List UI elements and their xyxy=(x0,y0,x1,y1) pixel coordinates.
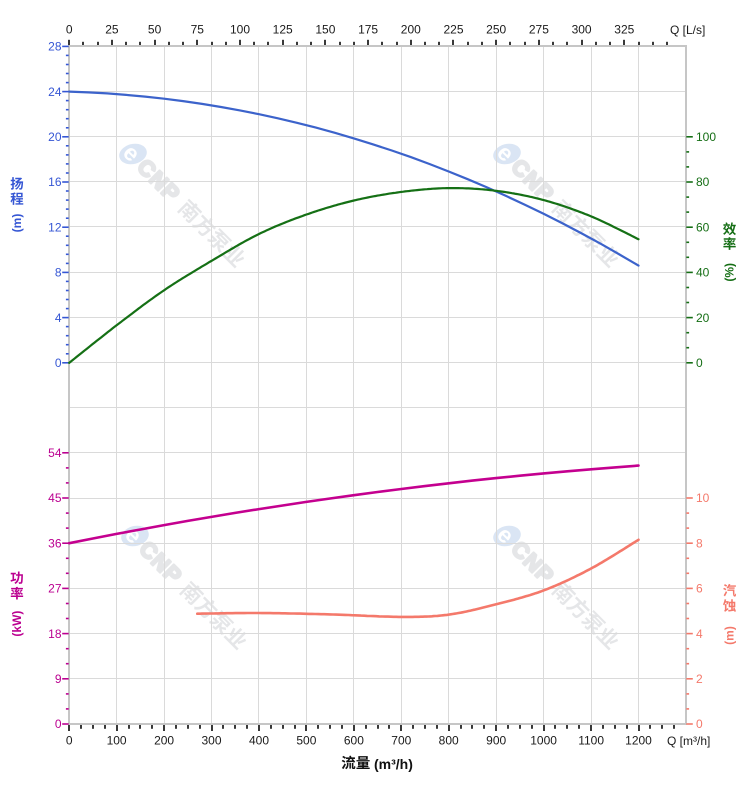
svg-text:50: 50 xyxy=(148,23,162,37)
svg-text:(m): (m) xyxy=(10,214,24,233)
svg-text:(m³/h): (m³/h) xyxy=(374,756,413,772)
svg-text:1000: 1000 xyxy=(530,734,557,748)
svg-text:225: 225 xyxy=(443,23,463,37)
svg-text:20: 20 xyxy=(48,130,62,144)
svg-text:25: 25 xyxy=(105,23,119,37)
svg-text:80: 80 xyxy=(696,175,710,189)
svg-text:400: 400 xyxy=(249,734,269,748)
svg-text:0: 0 xyxy=(66,23,73,37)
svg-text:(m): (m) xyxy=(723,626,737,645)
svg-text:200: 200 xyxy=(401,23,421,37)
svg-text:275: 275 xyxy=(529,23,549,37)
svg-text:500: 500 xyxy=(296,734,316,748)
svg-text:(kW): (kW) xyxy=(10,611,24,637)
svg-text:0: 0 xyxy=(696,717,703,731)
svg-text:125: 125 xyxy=(273,23,293,37)
svg-text:27: 27 xyxy=(48,582,62,596)
svg-text:4: 4 xyxy=(55,311,62,325)
svg-text:0: 0 xyxy=(696,356,703,370)
svg-text:75: 75 xyxy=(191,23,205,37)
svg-text:900: 900 xyxy=(486,734,506,748)
svg-text:700: 700 xyxy=(391,734,411,748)
svg-text:2: 2 xyxy=(696,672,703,686)
svg-text:1100: 1100 xyxy=(578,734,604,748)
svg-text:200: 200 xyxy=(154,734,174,748)
svg-text:100: 100 xyxy=(107,734,127,748)
svg-text:45: 45 xyxy=(48,491,62,505)
svg-text:250: 250 xyxy=(486,23,506,37)
svg-text:16: 16 xyxy=(48,175,62,189)
svg-text:175: 175 xyxy=(358,23,378,37)
svg-text:8: 8 xyxy=(55,266,62,280)
svg-text:4: 4 xyxy=(696,627,703,641)
svg-text:12: 12 xyxy=(48,220,62,234)
svg-text:800: 800 xyxy=(439,734,459,748)
svg-text:8: 8 xyxy=(696,536,703,550)
svg-text:0: 0 xyxy=(66,734,73,748)
svg-text:10: 10 xyxy=(696,491,710,505)
svg-text:0: 0 xyxy=(55,717,62,731)
svg-text:20: 20 xyxy=(696,311,710,325)
svg-text:60: 60 xyxy=(696,220,710,234)
svg-text:300: 300 xyxy=(201,734,221,748)
svg-text:6: 6 xyxy=(696,582,703,596)
svg-text:54: 54 xyxy=(48,446,62,460)
svg-text:(%): (%) xyxy=(723,263,737,282)
svg-text:Q [m³/h]: Q [m³/h] xyxy=(667,734,710,748)
svg-text:1200: 1200 xyxy=(625,734,652,748)
svg-text:0: 0 xyxy=(55,356,62,370)
svg-text:28: 28 xyxy=(48,40,62,54)
svg-text:150: 150 xyxy=(315,23,335,37)
svg-text:100: 100 xyxy=(696,130,716,144)
svg-text:325: 325 xyxy=(614,23,634,37)
svg-text:Q [L/s]: Q [L/s] xyxy=(670,23,705,37)
svg-text:300: 300 xyxy=(572,23,592,37)
svg-text:24: 24 xyxy=(48,85,62,99)
svg-text:36: 36 xyxy=(48,536,62,550)
svg-text:9: 9 xyxy=(55,672,62,686)
svg-text:600: 600 xyxy=(344,734,364,748)
svg-text:100: 100 xyxy=(230,23,250,37)
svg-text:40: 40 xyxy=(696,266,710,280)
svg-text:18: 18 xyxy=(48,627,62,641)
